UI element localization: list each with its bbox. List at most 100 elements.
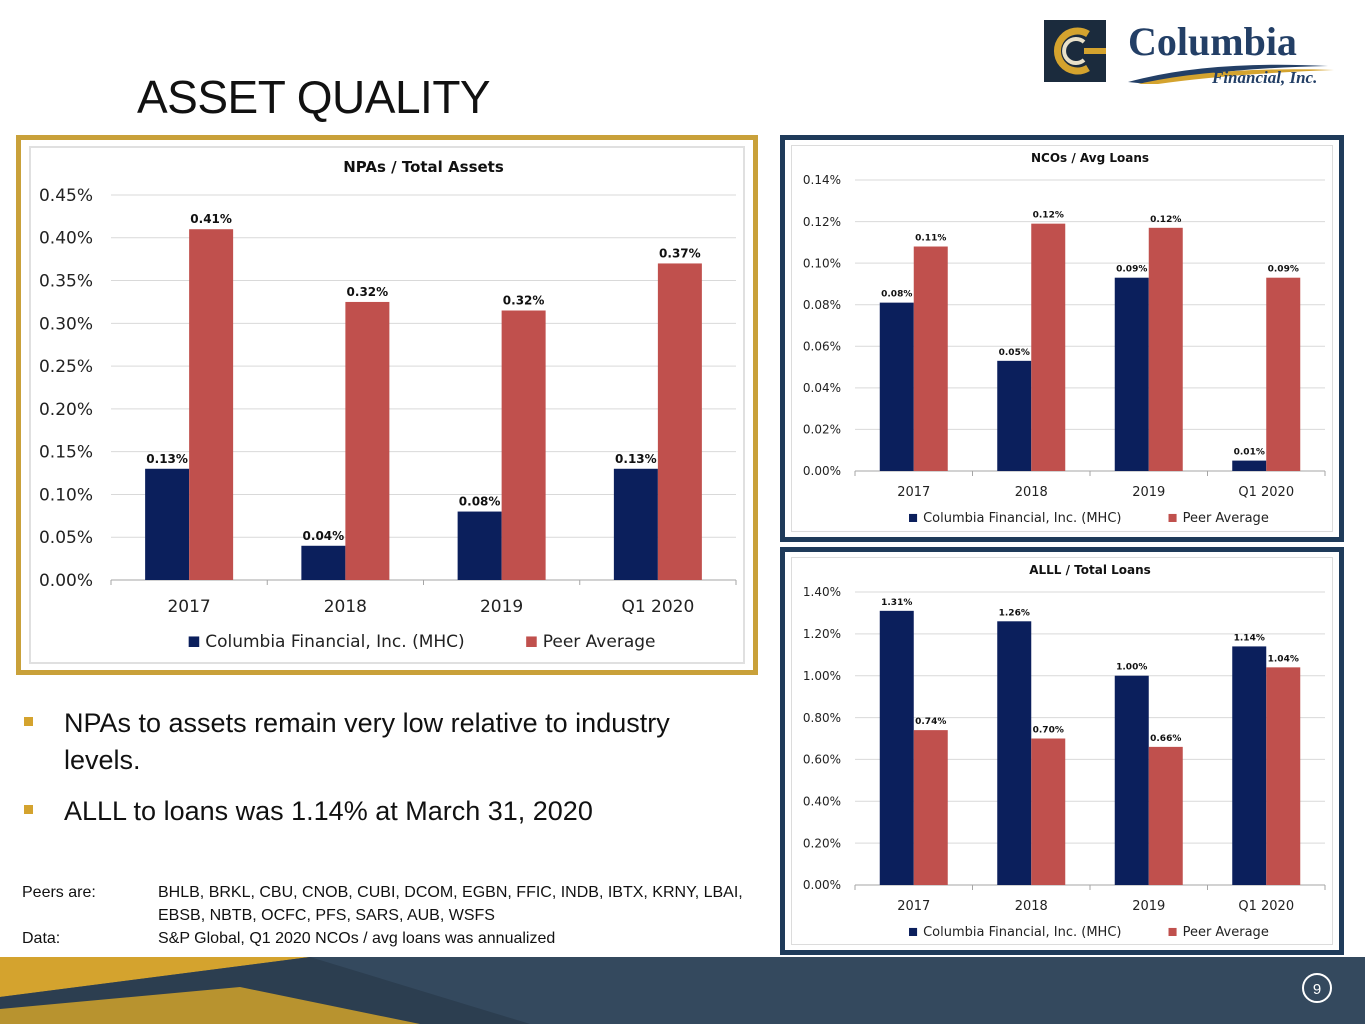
bullet-item: NPAs to assets remain very low relative … bbox=[22, 705, 742, 779]
legend-label: Peer Average bbox=[1183, 511, 1269, 526]
note-label: Data: bbox=[22, 930, 61, 947]
logo-name: Columbia bbox=[1128, 19, 1297, 64]
y-tick-label: 0.45% bbox=[39, 186, 93, 206]
y-tick-label: 0.06% bbox=[803, 339, 841, 353]
data-label: 0.70% bbox=[1033, 726, 1064, 736]
y-tick-label: 0.08% bbox=[803, 298, 841, 312]
y-tick-label: 0.80% bbox=[803, 711, 841, 725]
y-tick-label: 0.25% bbox=[39, 357, 93, 377]
y-tick-label: 0.20% bbox=[39, 400, 93, 420]
legend-label: Peer Average bbox=[543, 632, 656, 652]
note-row: Peers are: BHLB, BRKL, CBU, CNOB, CUBI, … bbox=[22, 881, 762, 927]
y-tick-label: 0.02% bbox=[803, 423, 841, 437]
bar-peer bbox=[657, 263, 702, 580]
y-tick-label: 0.10% bbox=[803, 256, 841, 270]
note-label: Peers are: bbox=[22, 884, 96, 901]
y-tick-label: 0.00% bbox=[803, 464, 841, 478]
nco-chart: NCOs / Avg Loans 0.00% 0.02% 0.04% 0.06% 0.08… bbox=[803, 151, 1326, 526]
data-label: 0.09% bbox=[1268, 265, 1299, 275]
bar-peer bbox=[913, 246, 948, 471]
data-label: 0.11% bbox=[915, 234, 946, 244]
data-label: 1.00% bbox=[1116, 663, 1147, 673]
legend-swatch bbox=[1168, 513, 1177, 522]
data-label: 0.08% bbox=[459, 495, 501, 509]
legend-swatch bbox=[909, 927, 918, 936]
x-category-label: Q1 2020 bbox=[1238, 899, 1294, 914]
data-label: 0.12% bbox=[1150, 215, 1181, 225]
logo-subtitle: Financial, Inc. bbox=[1212, 68, 1318, 87]
bar-peer bbox=[1148, 746, 1183, 885]
bar-columbia bbox=[145, 468, 190, 580]
bar-peer bbox=[1266, 667, 1301, 885]
bar-columbia bbox=[1114, 277, 1149, 471]
bar-columbia bbox=[1232, 460, 1267, 471]
y-tick-label: 0.10% bbox=[39, 485, 93, 505]
bar-columbia bbox=[1114, 675, 1149, 885]
bar-peer bbox=[189, 229, 234, 580]
chart-title: ALLL / Total Loans bbox=[1029, 563, 1151, 577]
bar-columbia bbox=[457, 511, 502, 580]
bar-peer bbox=[501, 310, 546, 580]
data-label: 0.08% bbox=[881, 290, 912, 300]
bar-columbia bbox=[997, 621, 1032, 885]
note-text: S&P Global, Q1 2020 NCOs / avg loans was… bbox=[158, 930, 556, 947]
chart-title: NPAs / Total Assets bbox=[343, 158, 504, 176]
y-tick-label: 0.30% bbox=[39, 314, 93, 334]
data-label: 0.13% bbox=[146, 452, 188, 466]
bar-columbia bbox=[301, 545, 346, 580]
bar-peer bbox=[1266, 277, 1301, 471]
data-label: 0.32% bbox=[347, 285, 389, 299]
data-label: 0.41% bbox=[190, 212, 232, 226]
data-label: 0.05% bbox=[999, 348, 1030, 358]
y-tick-label: 0.15% bbox=[39, 443, 93, 463]
data-label: 0.09% bbox=[1116, 265, 1147, 275]
bullet-text: ALLL to loans was 1.14% at March 31, 202… bbox=[64, 796, 593, 826]
npa-chart: NPAs / Total Assets 0.00% 0.05% 0.10% 0.15% 0… bbox=[39, 158, 737, 652]
data-label: 0.32% bbox=[503, 294, 545, 308]
bullet-list: NPAs to assets remain very low relative … bbox=[22, 705, 742, 844]
page-number: 9 bbox=[1302, 973, 1332, 1003]
x-category-label: 2019 bbox=[1132, 899, 1165, 914]
data-label: 0.12% bbox=[1033, 211, 1064, 221]
footnotes: Peers are: BHLB, BRKL, CBU, CNOB, CUBI, … bbox=[22, 881, 762, 950]
x-category-label: 2019 bbox=[480, 597, 523, 617]
chart-title: NCOs / Avg Loans bbox=[1031, 151, 1149, 165]
note-row: Data: S&P Global, Q1 2020 NCOs / avg loa… bbox=[22, 927, 762, 950]
bullet-text: NPAs to assets remain very low relative … bbox=[64, 708, 670, 775]
bar-columbia bbox=[879, 610, 914, 885]
data-label: 0.66% bbox=[1150, 734, 1181, 744]
bar-columbia bbox=[879, 302, 914, 471]
note-text: BHLB, BRKL, CBU, CNOB, CUBI, DCOM, EGBN,… bbox=[158, 884, 743, 924]
x-category-label: 2019 bbox=[1132, 485, 1165, 500]
data-label: 1.04% bbox=[1268, 654, 1299, 664]
bullet-item: ALLL to loans was 1.14% at March 31, 202… bbox=[22, 793, 742, 830]
data-label: 0.01% bbox=[1234, 448, 1265, 458]
bar-peer bbox=[913, 730, 948, 885]
bar-columbia bbox=[997, 360, 1032, 471]
footer-band bbox=[0, 957, 1365, 1024]
legend-label: Columbia Financial, Inc. (MHC) bbox=[923, 511, 1121, 526]
nco-chart-panel: NCOs / Avg Loans 0.00% 0.02% 0.04% 0.06% 0.08… bbox=[780, 135, 1344, 542]
data-label: 0.13% bbox=[615, 452, 657, 466]
data-label: 0.37% bbox=[659, 246, 701, 260]
legend-label: Columbia Financial, Inc. (MHC) bbox=[205, 632, 464, 652]
y-tick-label: 0.00% bbox=[803, 878, 841, 892]
x-category-label: Q1 2020 bbox=[621, 597, 694, 617]
legend-label: Peer Average bbox=[1183, 925, 1269, 940]
y-tick-label: 0.40% bbox=[803, 794, 841, 808]
y-tick-label: 0.20% bbox=[803, 836, 841, 850]
bar-columbia bbox=[1232, 646, 1267, 885]
data-label: 1.14% bbox=[1234, 633, 1265, 643]
bar-peer bbox=[1031, 738, 1066, 885]
alll-chart: ALLL / Total Loans 0.00% 0.20% 0.40% 0.60% 0.… bbox=[803, 563, 1326, 940]
bar-peer bbox=[1031, 223, 1066, 471]
bar-peer bbox=[1148, 227, 1183, 471]
alll-chart-panel: ALLL / Total Loans 0.00% 0.20% 0.40% 0.60% 0.… bbox=[780, 547, 1344, 955]
page-title: ASSET QUALITY bbox=[137, 71, 491, 123]
data-label: 1.26% bbox=[999, 608, 1030, 618]
bar-peer bbox=[345, 301, 390, 580]
y-tick-label: 0.00% bbox=[39, 571, 93, 591]
x-category-label: 2018 bbox=[1015, 899, 1048, 914]
bullet-square-icon bbox=[24, 805, 33, 814]
data-label: 1.31% bbox=[881, 598, 912, 608]
